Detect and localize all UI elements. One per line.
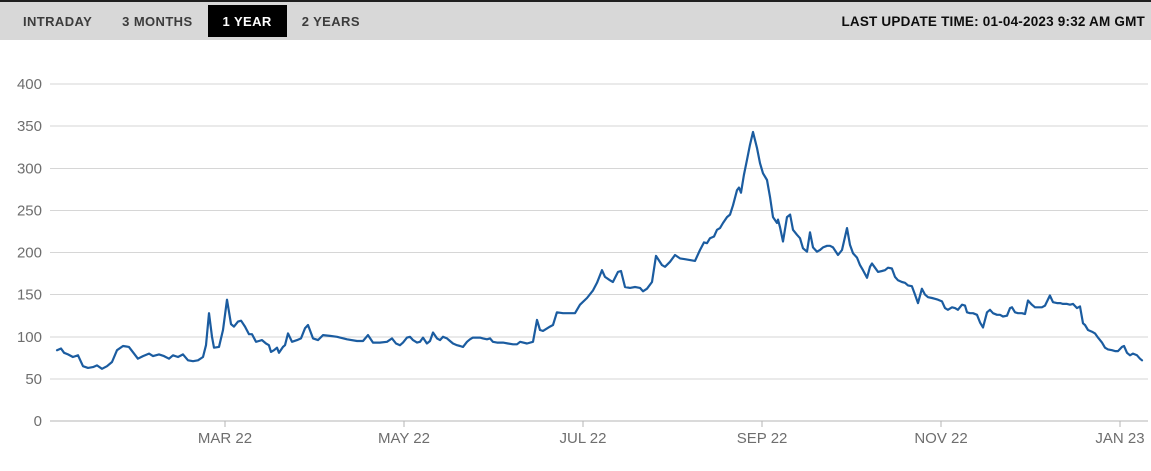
price-chart-svg: 0 50 100 150 200 250 300 350 400 MAR 22 MAY 22 JUL … [17,76,1148,447]
y-axis-label: 300 [17,160,42,177]
y-axis-label: 0 [34,413,42,430]
range-tabs: INTRADAY 3 MONTHS 1 YEAR 2 YEARS [0,2,375,40]
y-axis-label: 150 [17,287,42,304]
tab-3-months[interactable]: 3 MONTHS [107,5,207,37]
y-axis-label: 50 [25,371,42,388]
y-axis-label: 250 [17,202,42,219]
y-axis-label: 400 [17,76,42,93]
tab-1-year[interactable]: 1 YEAR [207,5,287,37]
tab-intraday[interactable]: INTRADAY [8,5,107,37]
x-axis-label: SEP 22 [737,430,788,447]
last-update-time: LAST UPDATE TIME: 01-04-2023 9:32 AM GMT [841,13,1145,29]
x-axis-label: NOV 22 [914,430,967,447]
x-axis-label: JUL 22 [560,430,607,447]
y-axis-label: 350 [17,118,42,135]
x-axis-label: MAY 22 [378,430,430,447]
chart-area: 0 50 100 150 200 250 300 350 400 MAR 22 MAY 22 JUL … [0,40,1151,471]
y-axis-label: 200 [17,245,42,262]
price-line [55,130,1144,370]
x-axis-label: MAR 22 [198,430,252,447]
y-axis-label: 100 [17,329,42,346]
tab-2-years[interactable]: 2 YEARS [287,5,375,37]
toolbar: INTRADAY 3 MONTHS 1 YEAR 2 YEARS LAST UP… [0,0,1151,40]
x-axis-label: JAN 23 [1095,430,1144,447]
